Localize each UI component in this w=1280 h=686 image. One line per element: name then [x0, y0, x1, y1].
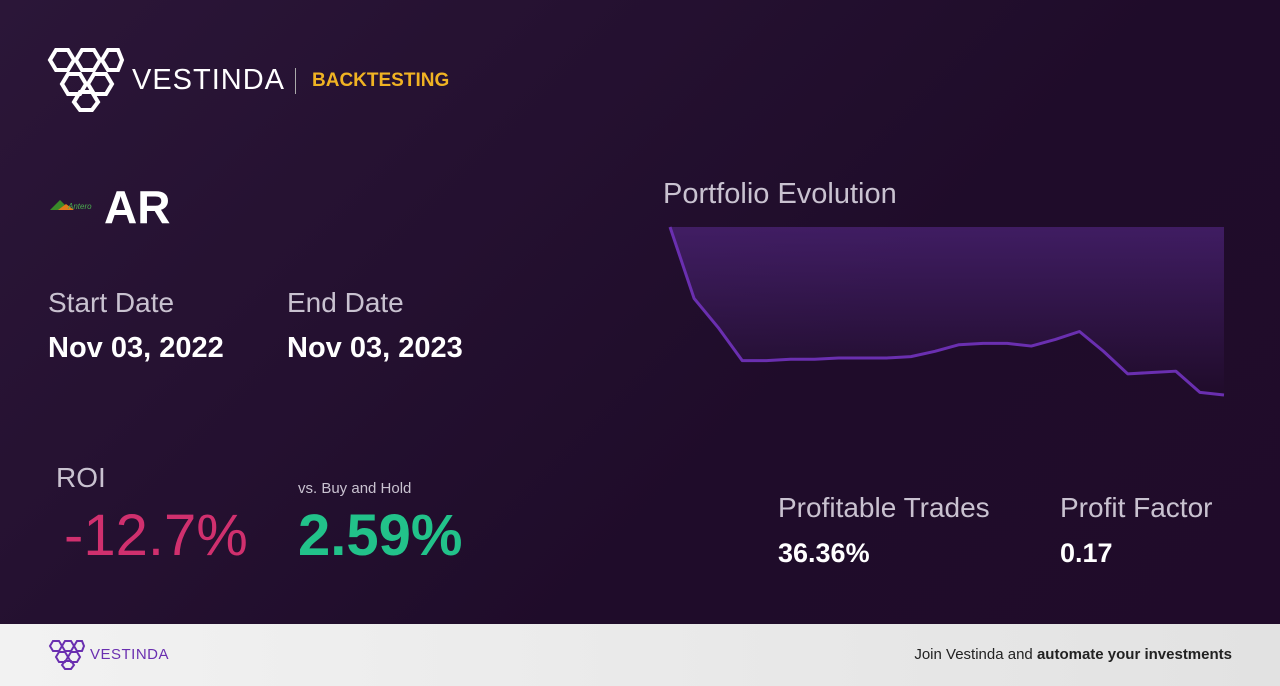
cta-bold: automate your investments: [1036, 646, 1232, 663]
divider: [295, 68, 296, 94]
end-label: End Date: [287, 287, 404, 318]
area-fill: [670, 227, 1224, 395]
start-date: Nov 03, 2022: [48, 332, 224, 364]
brand-name: VESTINDA: [132, 64, 286, 96]
start-label: Start Date: [48, 287, 175, 318]
footer: VESTINDA Join Vestinda and automate your…: [0, 624, 1280, 686]
footer-cta: Join Vestinda and automate your investme…: [914, 646, 1232, 663]
chart-title: Portfolio Evolution: [663, 178, 897, 210]
end-date: Nov 03, 2023: [287, 332, 463, 364]
vs-value: 2.59%: [298, 503, 463, 568]
roi-value: -12.7%: [64, 503, 248, 568]
ticker: AR: [104, 181, 171, 233]
profitable-value: 36.36%: [778, 538, 870, 568]
brand-logo: [47, 48, 125, 112]
footer-logo: [48, 640, 86, 670]
profitable-label: Profitable Trades: [778, 492, 990, 523]
portfolio-line: [668, 226, 1225, 397]
section-label: BACKTESTING: [312, 70, 450, 91]
asset-logo: Antero: [50, 200, 92, 211]
vs-label: vs. Buy and Hold: [298, 480, 412, 497]
roi-label: ROI: [56, 462, 106, 493]
asset-logo-text: Antero: [67, 202, 92, 211]
portfolio-chart: [668, 226, 1225, 397]
factor-value: 0.17: [1060, 538, 1113, 568]
footer-brand: VESTINDA: [90, 646, 170, 663]
factor-label: Profit Factor: [1060, 492, 1213, 523]
cta-plain: Join Vestinda and: [914, 646, 1033, 663]
